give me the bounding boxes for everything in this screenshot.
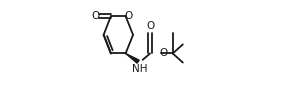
Text: O: O: [146, 21, 154, 31]
Text: O: O: [91, 11, 99, 21]
Text: O: O: [124, 11, 133, 21]
Polygon shape: [126, 53, 139, 63]
Text: O: O: [159, 48, 167, 58]
Text: NH: NH: [132, 64, 147, 74]
